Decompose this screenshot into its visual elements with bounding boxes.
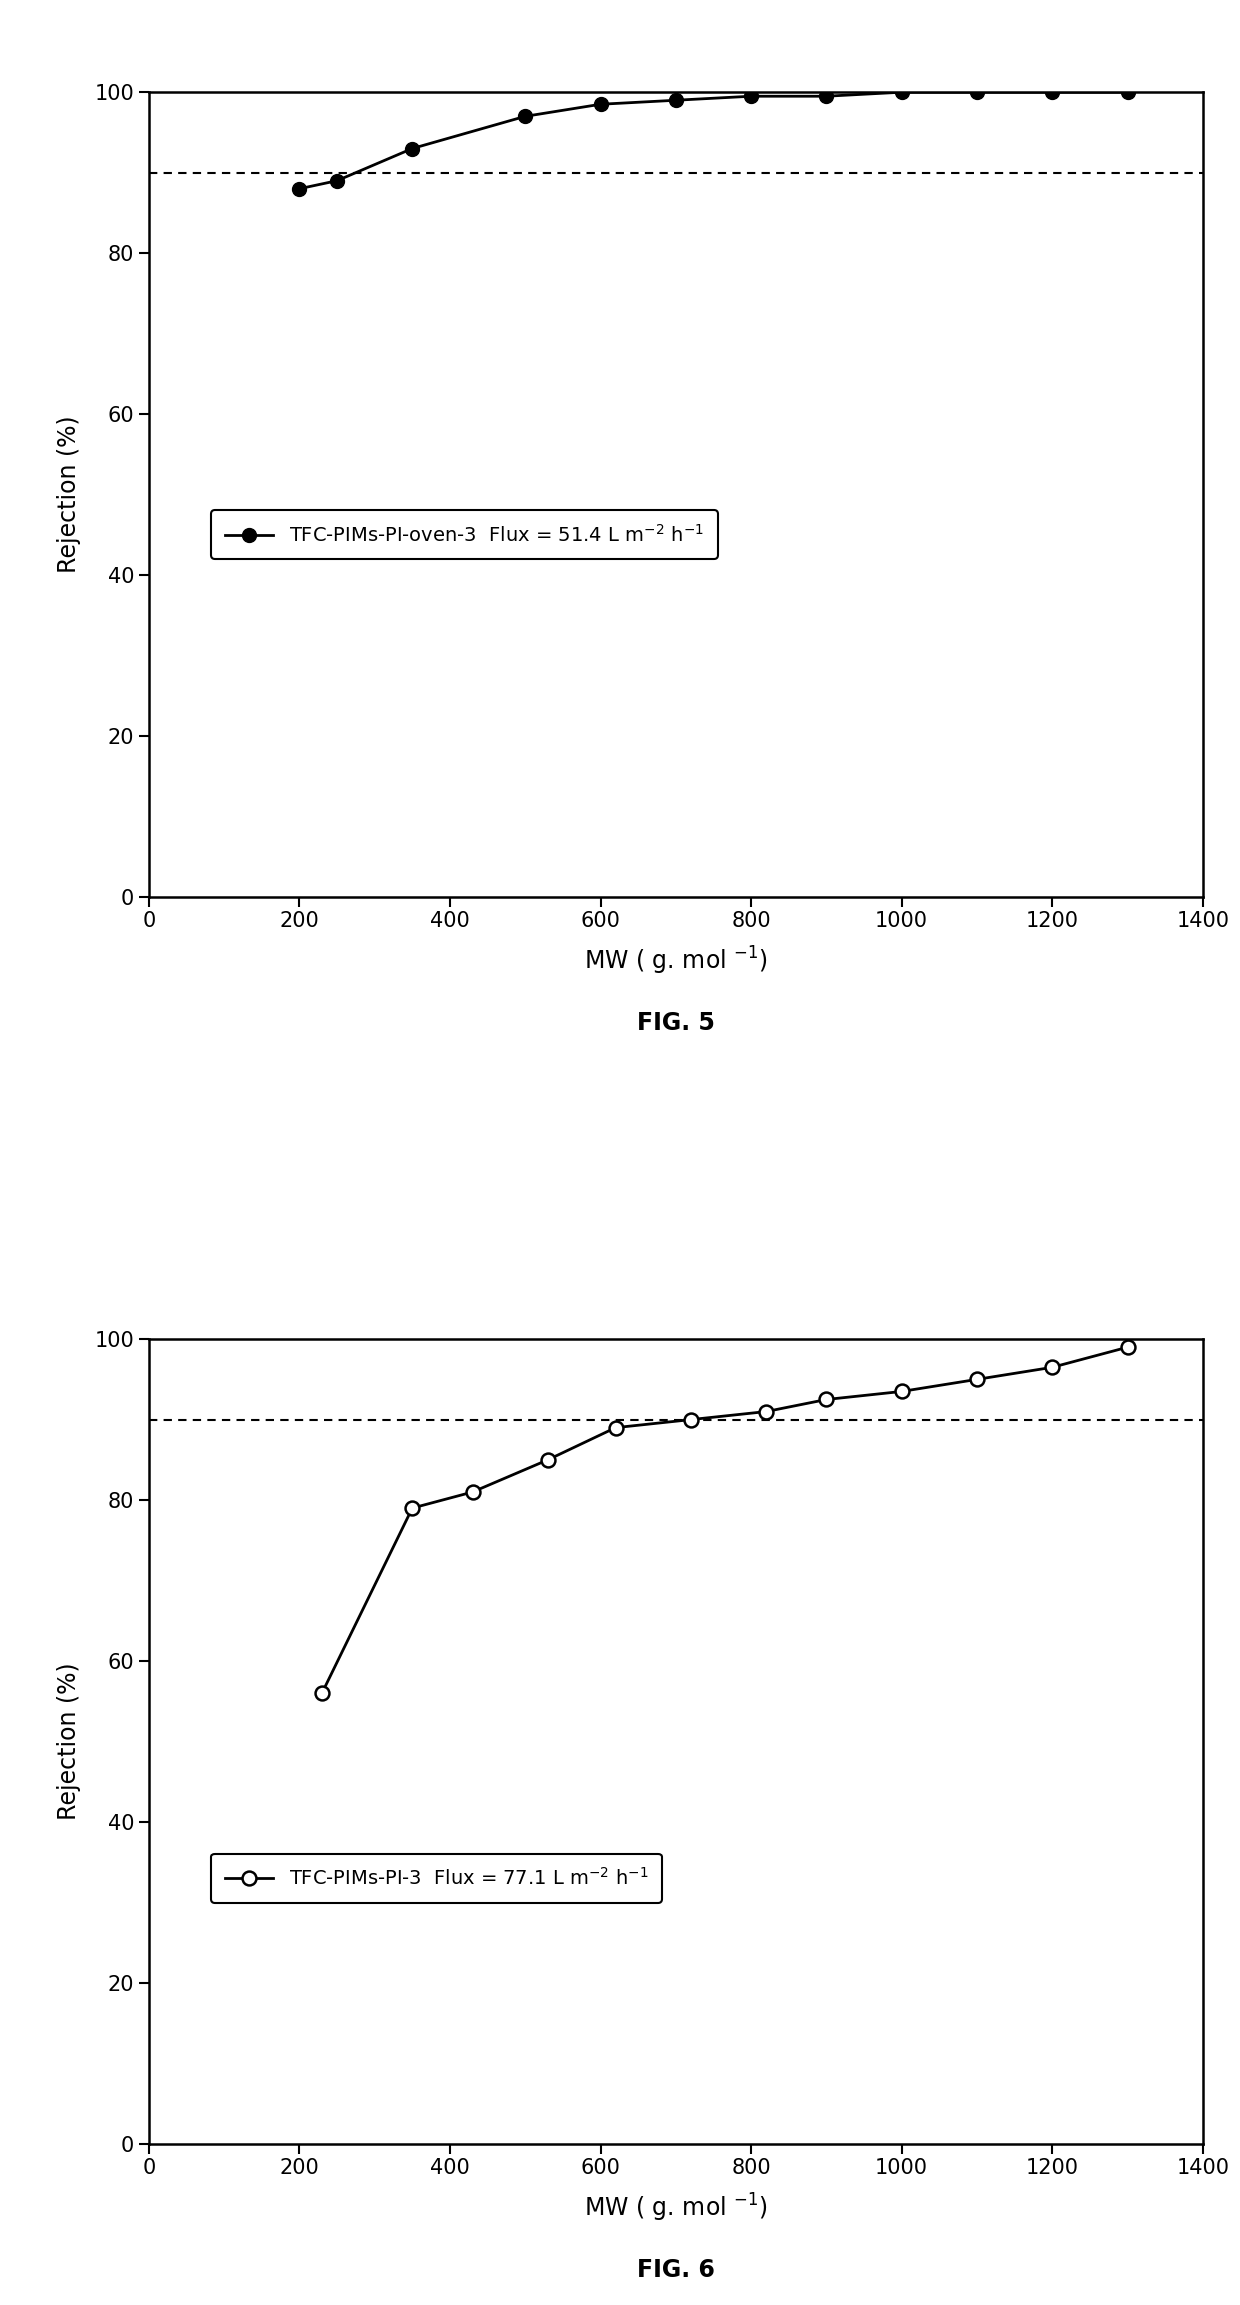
Y-axis label: Rejection (%): Rejection (%) — [57, 1662, 81, 1821]
Y-axis label: Rejection (%): Rejection (%) — [57, 415, 81, 574]
Legend: TFC-PIMs-PI-oven-3  Flux = 51.4 L m$^{-2}$ h$^{-1}$: TFC-PIMs-PI-oven-3 Flux = 51.4 L m$^{-2}… — [211, 509, 718, 560]
Legend: TFC-PIMs-PI-3  Flux = 77.1 L m$^{-2}$ h$^{-1}$: TFC-PIMs-PI-3 Flux = 77.1 L m$^{-2}$ h$^… — [211, 1853, 662, 1902]
X-axis label: MW ( g. mol $^{-1}$): MW ( g. mol $^{-1}$) — [584, 2192, 768, 2224]
Text: FIG. 6: FIG. 6 — [637, 2259, 714, 2282]
X-axis label: MW ( g. mol $^{-1}$): MW ( g. mol $^{-1}$) — [584, 945, 768, 977]
Text: FIG. 5: FIG. 5 — [637, 1012, 714, 1035]
